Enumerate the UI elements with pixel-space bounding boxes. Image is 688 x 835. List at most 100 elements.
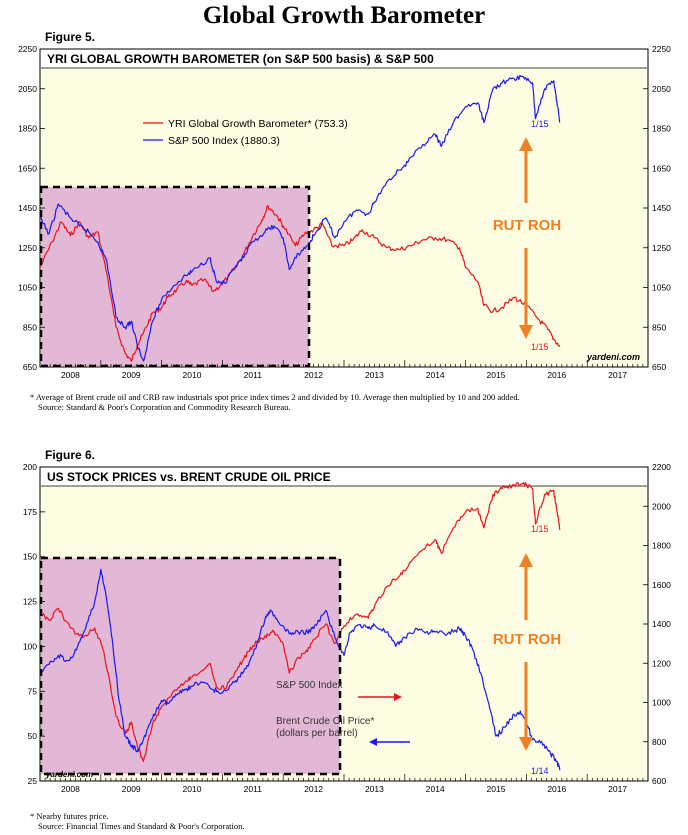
left-tick-label: 650 bbox=[23, 362, 37, 372]
legend-label-sp500: S&P 500 Index (1880.3) bbox=[168, 135, 280, 147]
figure-5-footnote: * Average of Brent crude oil and CRB raw… bbox=[30, 392, 520, 402]
label-brent-units: (dollars per barrel) bbox=[276, 728, 358, 739]
figure-6-highlight-border bbox=[39, 556, 342, 776]
right-tick-label: 1600 bbox=[652, 580, 671, 590]
figure-5-chart: YRI GLOBAL GROWTH BAROMETER (on S&P 500 … bbox=[18, 44, 671, 380]
x-tick-label: 2011 bbox=[244, 784, 263, 794]
series-line-b bbox=[39, 568, 561, 771]
right-tick-label: 650 bbox=[652, 362, 666, 372]
right-tick-label: 1000 bbox=[652, 698, 671, 708]
right-tick-label: 1200 bbox=[652, 658, 671, 668]
right-tick-label: 800 bbox=[652, 737, 666, 747]
left-tick-label: 125 bbox=[23, 597, 37, 607]
down-arrow-icon bbox=[519, 325, 533, 339]
right-tick-label: 850 bbox=[652, 322, 666, 332]
left-tick-label: 150 bbox=[23, 552, 37, 562]
legend-label-barometer: YRI Global Growth Barometer* (753.3) bbox=[168, 118, 348, 130]
source-watermark: yardeni.com bbox=[586, 352, 640, 362]
x-tick-label: 2015 bbox=[487, 784, 506, 794]
x-tick-label: 2008 bbox=[61, 784, 80, 794]
figure-6-footnote: * Nearby futures price. bbox=[30, 811, 109, 821]
source-watermark-6: yardeni.com bbox=[45, 770, 93, 779]
x-tick-label: 2009 bbox=[122, 370, 141, 380]
x-tick-label: 2012 bbox=[304, 784, 323, 794]
right-tick-label: 1250 bbox=[652, 243, 671, 253]
right-tick-label: 1050 bbox=[652, 283, 671, 293]
page-title: Global Growth Barometer bbox=[202, 2, 486, 29]
left-tick-label: 1850 bbox=[18, 124, 37, 134]
figure-5-series bbox=[39, 75, 561, 362]
down-arrow-icon-6 bbox=[519, 737, 533, 751]
figure-6-highlight-box bbox=[41, 558, 340, 774]
figure-6-label: Figure 6. bbox=[45, 448, 96, 462]
left-tick-label: 1050 bbox=[18, 283, 37, 293]
right-tick-label: 1450 bbox=[652, 203, 671, 213]
brent-pointer-icon bbox=[369, 738, 377, 746]
up-arrow-icon-6 bbox=[519, 553, 533, 567]
right-tick-label: 2200 bbox=[652, 462, 671, 472]
figure-5-ticks: 2008 2009 2010 2011 2012 2013 2014 2015 2016 2017… bbox=[18, 44, 671, 380]
figure-6-source: Source: Financial Times and Standard & P… bbox=[38, 821, 245, 831]
left-tick-label: 25 bbox=[28, 776, 38, 786]
series-line-a bbox=[39, 205, 561, 362]
left-tick-label: 1450 bbox=[18, 203, 37, 213]
label-sp500: S&P 500 Index bbox=[276, 680, 343, 691]
left-tick-label: 2050 bbox=[18, 84, 37, 94]
sp500-end-label: 1/15 bbox=[531, 119, 549, 129]
figure-5-title: YRI GLOBAL GROWTH BAROMETER (on S&P 500 … bbox=[47, 52, 434, 66]
right-tick-label: 600 bbox=[652, 776, 666, 786]
left-tick-label: 50 bbox=[28, 731, 38, 741]
left-tick-label: 1650 bbox=[18, 163, 37, 173]
left-tick-label: 75 bbox=[28, 686, 38, 696]
x-tick-label: 2011 bbox=[244, 370, 263, 380]
x-tick-label: 2017 bbox=[608, 784, 627, 794]
label-brent: Brent Crude Oil Price* bbox=[276, 716, 374, 727]
figure-5-annotation: RUT ROH bbox=[493, 217, 561, 234]
left-tick-label: 1250 bbox=[18, 243, 37, 253]
right-tick-label: 1400 bbox=[652, 619, 671, 629]
figure-6-ticks: 2008 2009 2010 2011 2012 2013 2014 2015 2016 2017… bbox=[23, 462, 671, 794]
barometer-end-label: 1/15 bbox=[531, 342, 549, 352]
left-tick-label: 850 bbox=[23, 322, 37, 332]
right-tick-label: 2250 bbox=[652, 44, 671, 54]
right-tick-label: 2000 bbox=[652, 501, 671, 511]
x-tick-label: 2013 bbox=[365, 784, 384, 794]
right-tick-label: 1650 bbox=[652, 163, 671, 173]
x-tick-label: 2017 bbox=[608, 370, 627, 380]
x-tick-label: 2016 bbox=[547, 370, 566, 380]
sp500-pointer-icon bbox=[394, 693, 402, 701]
x-tick-label: 2016 bbox=[547, 784, 566, 794]
right-tick-label: 2050 bbox=[652, 84, 671, 94]
figure-6-title: US STOCK PRICES vs. BRENT CRUDE OIL PRIC… bbox=[47, 470, 331, 484]
x-tick-label: 2015 bbox=[487, 370, 506, 380]
right-tick-label: 1800 bbox=[652, 541, 671, 551]
x-tick-label: 2013 bbox=[365, 370, 384, 380]
left-tick-label: 100 bbox=[23, 641, 37, 651]
sp500-end-label-6: 1/15 bbox=[531, 524, 549, 534]
left-tick-label: 200 bbox=[23, 462, 37, 472]
x-tick-label: 2009 bbox=[122, 784, 141, 794]
series-line-b bbox=[39, 75, 561, 362]
figure-5-highlight-border bbox=[39, 185, 311, 368]
x-tick-label: 2012 bbox=[304, 370, 323, 380]
brent-end-label-6: 1/14 bbox=[531, 766, 549, 776]
x-tick-label: 2010 bbox=[183, 784, 202, 794]
figure-6-chart: US STOCK PRICES vs. BRENT CRUDE OIL PRIC… bbox=[23, 462, 671, 794]
figure-5-title-bar bbox=[41, 50, 647, 68]
left-tick-label: 2250 bbox=[18, 44, 37, 54]
figure-6-annotation: RUT ROH bbox=[493, 631, 561, 648]
x-tick-label: 2010 bbox=[183, 370, 202, 380]
series-line-a bbox=[39, 481, 561, 762]
figure-5-source: Source: Standard & Poor's Corporation an… bbox=[38, 402, 291, 412]
figure-5-label: Figure 5. bbox=[45, 30, 96, 44]
right-tick-label: 1850 bbox=[652, 124, 671, 134]
x-tick-label: 2014 bbox=[426, 784, 445, 794]
figure-5-highlight-box bbox=[41, 187, 309, 366]
x-tick-label: 2014 bbox=[426, 370, 445, 380]
up-arrow-icon bbox=[519, 137, 533, 151]
figure-6-title-bar bbox=[41, 468, 647, 486]
x-tick-label: 2008 bbox=[61, 370, 80, 380]
figure-6-series bbox=[39, 481, 561, 771]
left-tick-label: 175 bbox=[23, 507, 37, 517]
